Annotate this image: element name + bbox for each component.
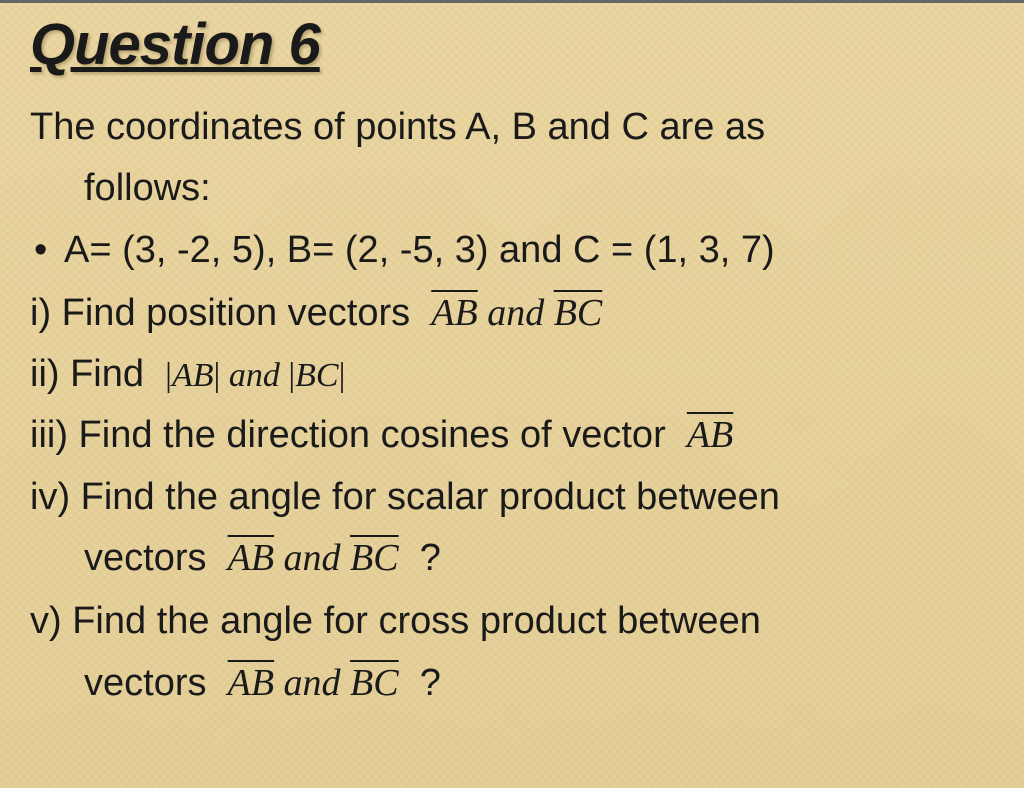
vector-bc-4: BC	[350, 537, 399, 579]
vector-ab-3: AB	[687, 414, 733, 456]
part-iii: iii) Find the direction cosines of vecto…	[30, 410, 994, 461]
and-word-4: and	[274, 537, 350, 579]
part-v-line1: v) Find the angle for cross product betw…	[30, 596, 994, 647]
vector-ab: AB	[431, 292, 477, 334]
part-v-line2: vectors AB and BC ?	[30, 658, 994, 709]
vector-bc-5: BC	[350, 662, 399, 704]
vector-ab-4: AB	[228, 537, 274, 579]
and-word-5: and	[274, 662, 350, 704]
qmark-5: ?	[399, 662, 441, 704]
and-word-2: and	[220, 357, 288, 394]
abs-close-2: |	[339, 357, 346, 394]
qmark-4: ?	[399, 537, 441, 579]
part-iv-line1: iv) Find the angle for scalar product be…	[30, 472, 994, 523]
and-word-1: and	[478, 292, 554, 334]
coordinates-bullet: A= (3, -2, 5), B= (2, -5, 3) and C = (1,…	[30, 225, 994, 276]
part-ii-text: ii) Find	[30, 353, 165, 395]
part-i-text: i) Find position vectors	[30, 292, 431, 334]
vector-bc: BC	[554, 292, 603, 334]
intro-line-1: The coordinates of points A, B and C are…	[30, 102, 994, 153]
part-v-prefix: vectors	[84, 662, 228, 704]
part-ii: ii) Find |AB| and |BC|	[30, 349, 994, 400]
abs-ab: AB	[172, 357, 214, 394]
question-title: Question 6	[30, 11, 994, 78]
vector-ab-5: AB	[228, 662, 274, 704]
part-iv-line2: vectors AB and BC ?	[30, 533, 994, 584]
abs-bc: BC	[295, 357, 338, 394]
part-iv-prefix: vectors	[84, 537, 228, 579]
abs-open-1: |	[165, 357, 172, 394]
intro-line-2: follows:	[30, 163, 994, 214]
part-iii-text: iii) Find the direction cosines of vecto…	[30, 414, 687, 456]
part-i: i) Find position vectors AB and BC	[30, 288, 994, 339]
slide-container: Question 6 The coordinates of points A, …	[0, 0, 1024, 741]
